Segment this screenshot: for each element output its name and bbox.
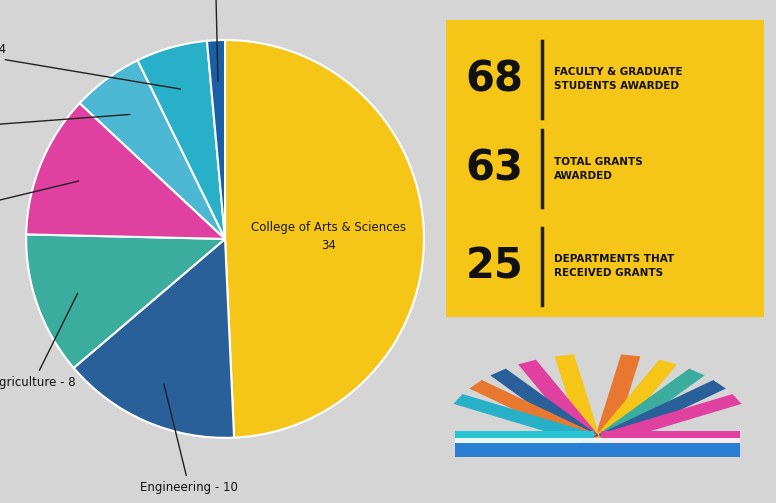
Polygon shape [595, 355, 640, 440]
Text: Academic Affairs - 4: Academic Affairs - 4 [0, 43, 181, 89]
Polygon shape [598, 380, 726, 443]
Wedge shape [74, 239, 234, 438]
Polygon shape [580, 441, 615, 457]
Text: 63: 63 [466, 147, 523, 190]
Wedge shape [26, 103, 225, 239]
Text: TOTAL GRANTS
AWARDED: TOTAL GRANTS AWARDED [554, 156, 643, 181]
Polygon shape [455, 431, 594, 447]
Text: FACULTY & GRADUATE
STUDENTS AWARDED: FACULTY & GRADUATE STUDENTS AWARDED [554, 67, 683, 92]
Text: Education - 4: Education - 4 [0, 115, 130, 136]
Polygon shape [601, 431, 740, 447]
Polygon shape [597, 369, 705, 442]
Polygon shape [453, 394, 595, 444]
Text: Agriculture - 8: Agriculture - 8 [0, 293, 78, 389]
Text: DEPARTMENTS THAT
RECEIVED GRANTS: DEPARTMENTS THAT RECEIVED GRANTS [554, 255, 674, 279]
Wedge shape [26, 234, 225, 368]
Polygon shape [596, 360, 677, 441]
Polygon shape [469, 380, 597, 443]
Wedge shape [80, 60, 225, 239]
Wedge shape [207, 40, 225, 239]
Polygon shape [490, 369, 598, 442]
Text: Engineering - 10: Engineering - 10 [140, 384, 238, 494]
Polygon shape [455, 438, 740, 443]
Wedge shape [137, 41, 225, 239]
Polygon shape [600, 394, 742, 444]
Text: Haub School - 1: Haub School - 1 [168, 0, 262, 81]
Text: 68: 68 [466, 58, 523, 101]
Text: 25: 25 [466, 245, 523, 287]
Text: College of Arts & Sciences
34: College of Arts & Sciences 34 [251, 221, 406, 252]
Text: Health Sciences - 8: Health Sciences - 8 [0, 181, 78, 235]
Polygon shape [455, 443, 740, 457]
Polygon shape [518, 360, 599, 441]
FancyBboxPatch shape [446, 20, 764, 317]
Wedge shape [225, 40, 424, 438]
Polygon shape [555, 355, 600, 440]
